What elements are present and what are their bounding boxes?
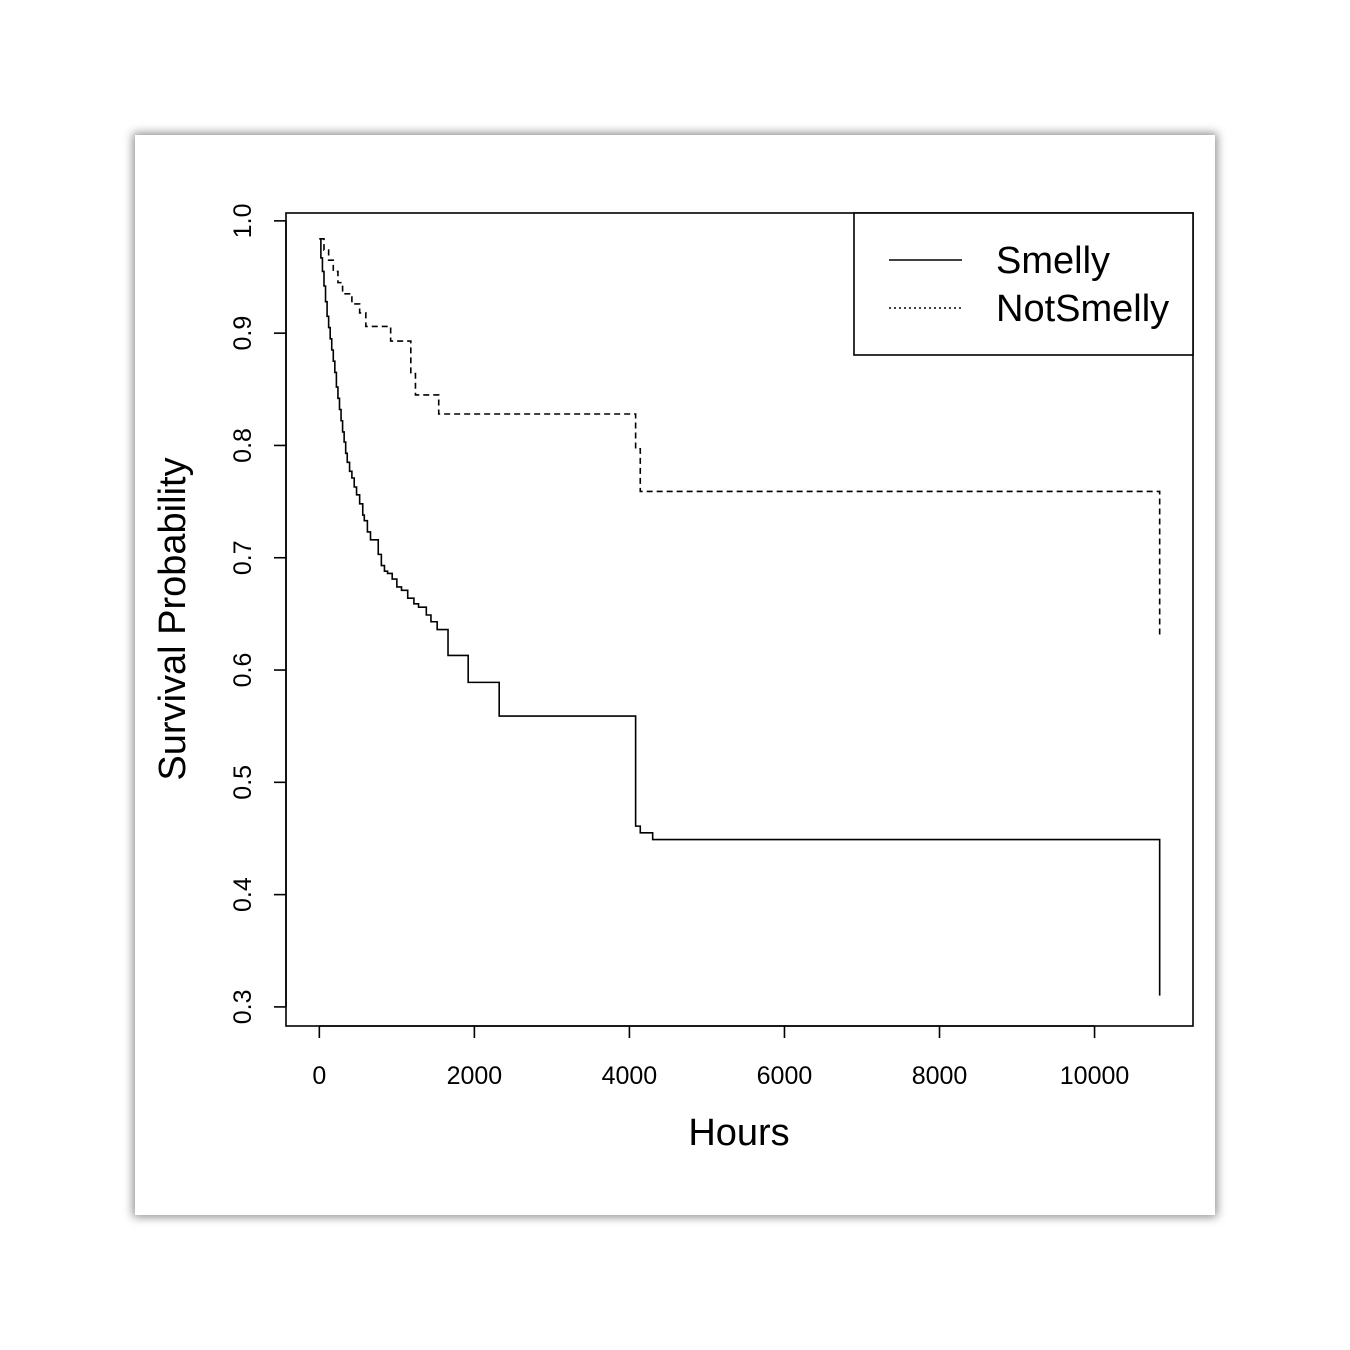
legend: Smelly NotSmelly	[853, 212, 1194, 356]
series-line-smelly	[319, 238, 1161, 996]
legend-label-smelly: Smelly	[996, 240, 1110, 282]
y-tick-label: 0.5	[229, 765, 257, 800]
y-axis: 0.3 0.4 0.5 0.6 0.7 0.8 0.9 1.0	[229, 203, 287, 1025]
y-tick-label: 0.3	[229, 990, 257, 1025]
y-tick-label: 0.9	[229, 316, 257, 351]
series-layer	[319, 238, 1161, 996]
survival-chart: 0 2000 4000 6000 8000 10000 0.30.40.50.60.70.…	[152, 203, 1194, 1154]
x-axis-title: Hours	[688, 1112, 789, 1154]
legend-label-notsmelly: NotSmelly	[996, 288, 1169, 330]
x-axis: 0 2000 4000 6000 8000 10000	[312, 1025, 1130, 1090]
y-tick-label: 0.7	[229, 540, 257, 575]
figure-panel: 0 2000 4000 6000 8000 10000 0.3 0.4 0.5 0.6 0.7 0.…	[135, 135, 1215, 1215]
y-tick-label: 0.6	[229, 653, 257, 688]
y-tick-label: 0.4	[229, 877, 257, 912]
x-tick-label: 2000	[447, 1062, 503, 1090]
y-tick-label: 0.8	[229, 428, 257, 463]
x-tick-label: 10000	[1060, 1062, 1130, 1090]
x-tick-label: 4000	[602, 1062, 658, 1090]
series-line-notsmelly	[319, 238, 1161, 638]
y-tick-label: 1.0	[229, 203, 257, 238]
y-axis-title: Survival Probability	[152, 457, 194, 780]
x-tick-label: 8000	[912, 1062, 968, 1090]
x-tick-label: 0	[312, 1062, 326, 1090]
legend-box	[853, 212, 1194, 356]
x-tick-label: 6000	[757, 1062, 813, 1090]
